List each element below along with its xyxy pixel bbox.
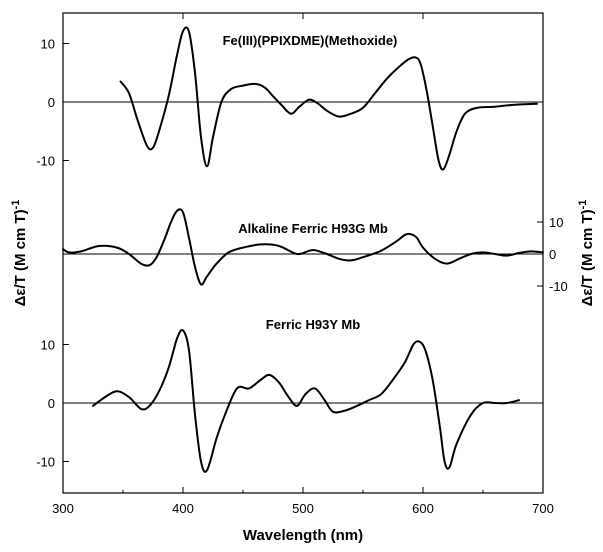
- series-label-2: Alkaline Ferric H93G Mb: [238, 221, 388, 236]
- x-tick-label-2: 400: [172, 501, 194, 516]
- series-line-1: [119, 26, 538, 171]
- spectra-curves: [62, 26, 544, 473]
- y-tick-label-2-1: 10: [549, 215, 563, 230]
- y-axis-ticks: 10 0 -10 10 0 -10 10 0 -10: [36, 37, 568, 470]
- y-axis-title-left-sup: -1: [10, 200, 22, 210]
- x-tick-label-5: 700: [532, 501, 554, 516]
- y-axis-title-right-main: Δε/T (M cm T): [579, 209, 596, 306]
- y-axis-title-right: Δε/T (M cm T)-1: [577, 200, 596, 307]
- y-axis-title-left: Δε/T (M cm T)-1: [10, 200, 29, 307]
- y-tick-label-2-3: -10: [549, 279, 568, 294]
- y-tick-label-1-2: 0: [48, 95, 55, 110]
- x-axis-title: Wavelength (nm): [243, 527, 363, 544]
- series-labels: Fe(III)(PPIXDME)(Methoxide) Alkaline Ferr…: [223, 33, 398, 332]
- series-line-3: [92, 329, 520, 473]
- x-axis-ticks: 300 400 500 600 700: [52, 13, 554, 516]
- x-tick-label-3: 500: [292, 501, 314, 516]
- y-tick-label-2-2: 0: [549, 247, 556, 262]
- y-tick-label-1-3: -10: [36, 154, 55, 169]
- x-tick-label-1: 300: [52, 501, 74, 516]
- y-tick-label-3-2: 0: [48, 396, 55, 411]
- y-axis-title-right-sup: -1: [577, 200, 589, 210]
- y-tick-label-1-1: 10: [41, 37, 55, 52]
- y-tick-label-3-3: -10: [36, 455, 55, 470]
- y-tick-label-3-1: 10: [41, 338, 55, 353]
- y-axis-title-left-main: Δε/T (M cm T): [12, 209, 29, 306]
- x-tick-label-4: 600: [412, 501, 434, 516]
- series-label-1: Fe(III)(PPIXDME)(Methoxide): [223, 33, 398, 48]
- series-label-3: Ferric H93Y Mb: [266, 317, 360, 332]
- series-line-2: [62, 208, 544, 286]
